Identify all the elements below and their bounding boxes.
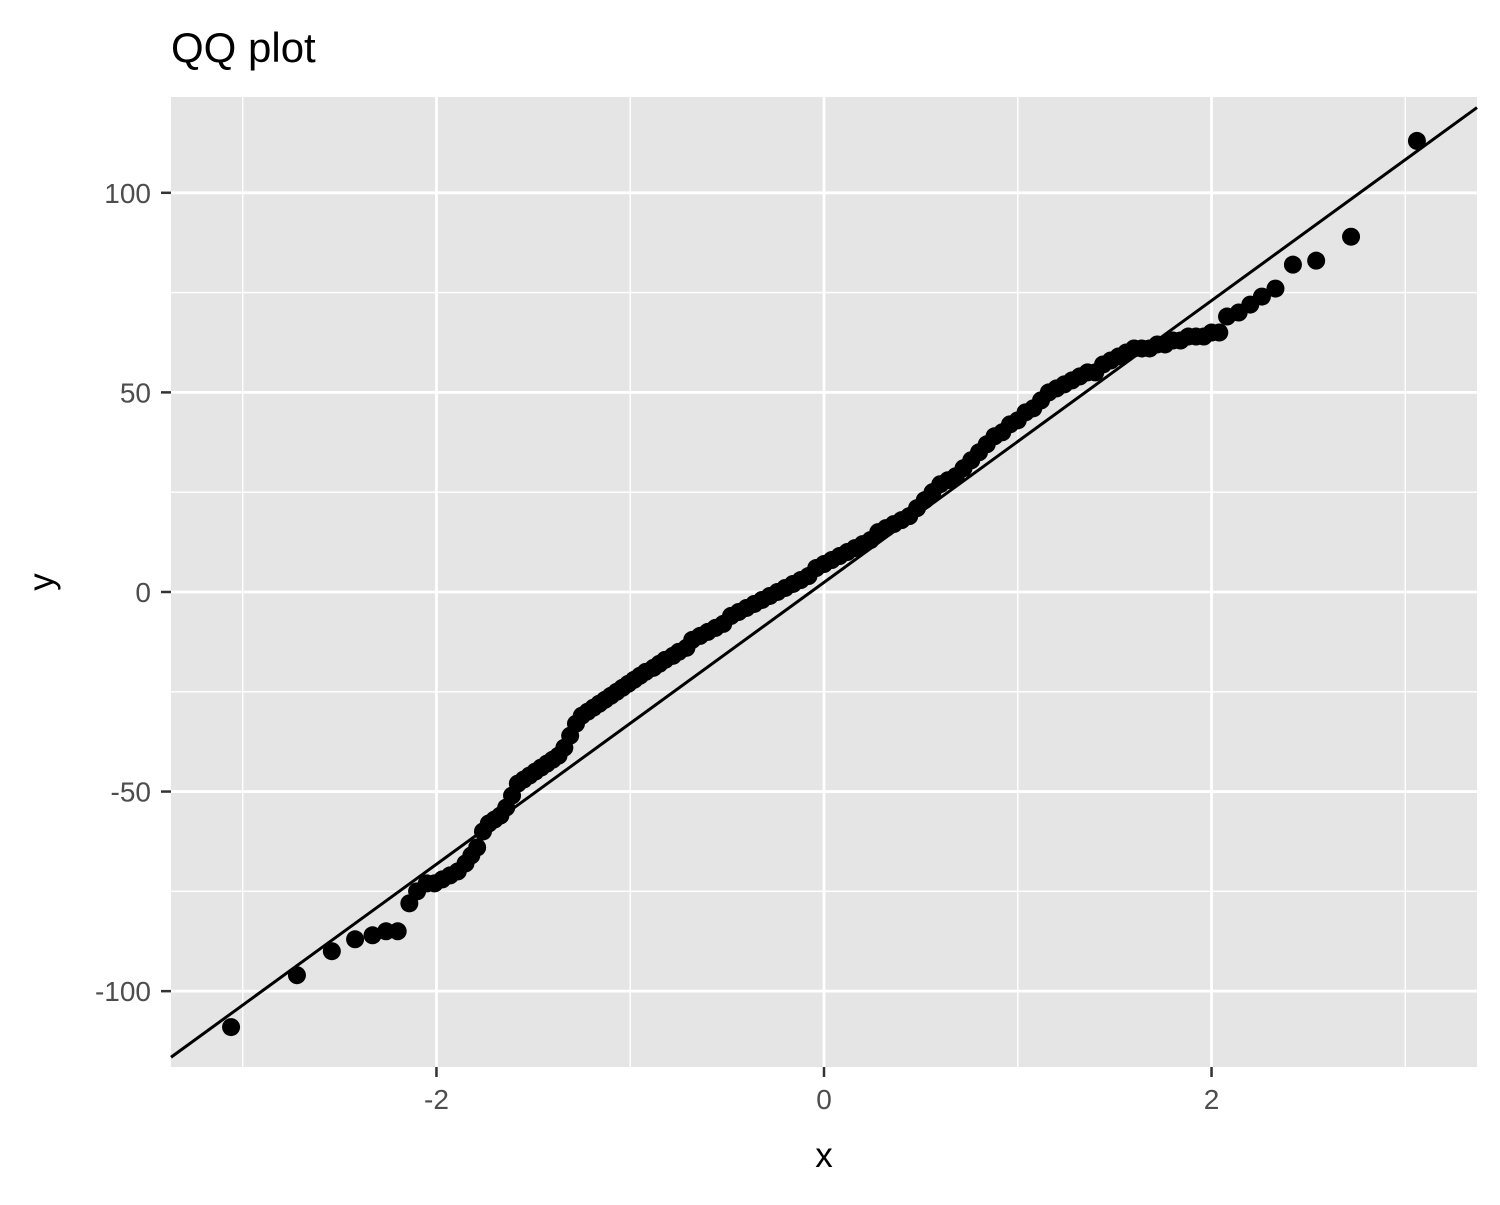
x-tick-label: 0 — [816, 1084, 832, 1115]
data-points — [222, 131, 1426, 1037]
y-tick-label: 100 — [104, 178, 151, 209]
y-tick-label: 50 — [120, 377, 151, 408]
x-tick-label: -2 — [424, 1084, 449, 1115]
y-tick-label: -100 — [95, 976, 151, 1007]
data-point — [1342, 227, 1361, 246]
x-tick-label: 2 — [1204, 1084, 1220, 1115]
y-tick-label: -50 — [111, 777, 151, 808]
data-point — [1283, 255, 1302, 274]
data-point — [322, 942, 341, 961]
reference-line — [170, 106, 1478, 1059]
data-point — [1307, 251, 1326, 270]
data-point — [468, 838, 487, 857]
data-point — [1252, 287, 1271, 306]
y-tick-label: 0 — [135, 577, 151, 608]
y-axis: -100 -50 0 50 100 — [95, 178, 171, 1007]
data-point — [1266, 279, 1285, 298]
data-point — [1407, 131, 1426, 150]
y-axis-title: y — [22, 573, 61, 591]
x-axis-title: x — [815, 1136, 833, 1175]
data-point — [363, 926, 382, 945]
x-axis: -2 0 2 — [424, 1067, 1219, 1115]
data-point — [388, 922, 407, 941]
data-point — [1210, 323, 1229, 342]
data-point — [222, 1018, 241, 1037]
reference-line-group — [170, 106, 1478, 1059]
chart-title: QQ plot — [171, 24, 316, 71]
data-point — [346, 930, 365, 949]
